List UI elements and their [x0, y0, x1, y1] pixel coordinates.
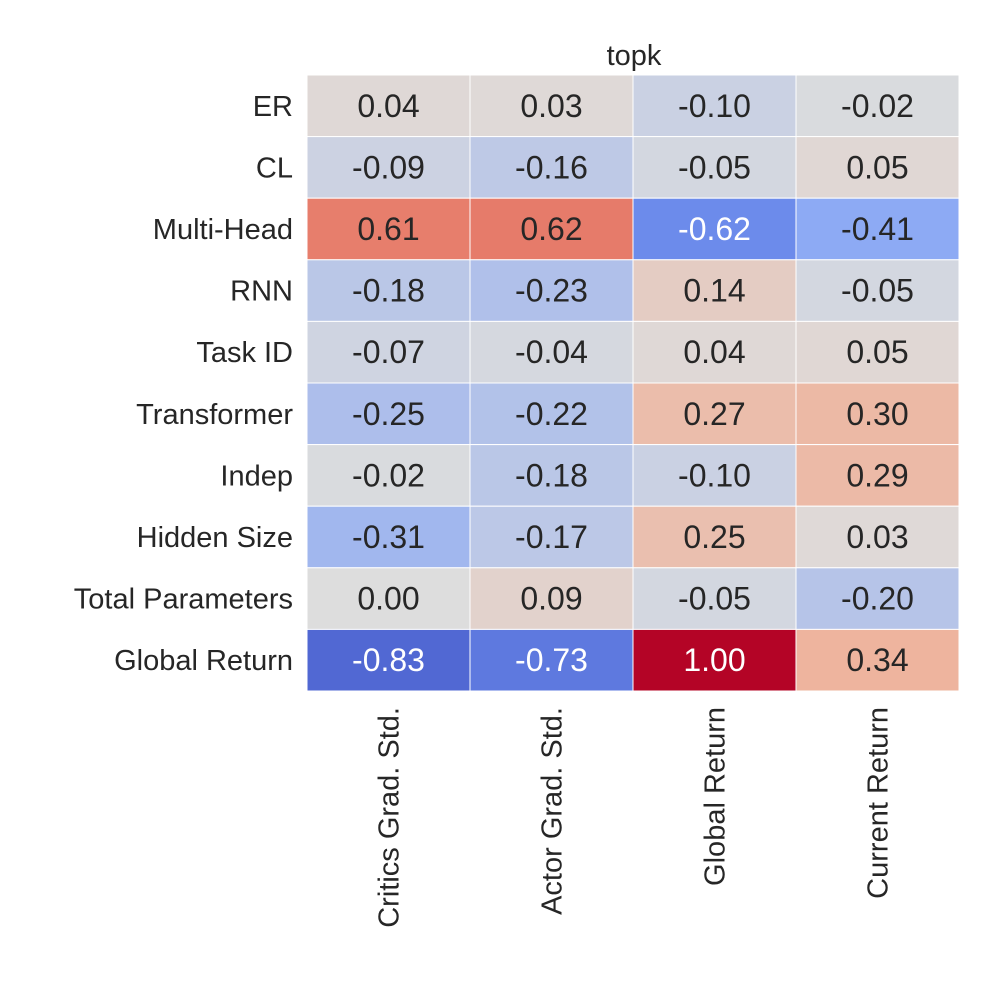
- cell-value-label: 0.03: [846, 519, 908, 555]
- heatmap-cell: [632, 505, 797, 569]
- cell-value-label: -0.05: [678, 149, 751, 185]
- cell-value-label: -0.31: [352, 519, 425, 555]
- heatmap-cell: [632, 320, 797, 384]
- row-tick-label: CL: [256, 152, 293, 184]
- column-tick-label: Critics Grad. Std.: [374, 707, 406, 928]
- cell-value-label: 0.04: [683, 334, 745, 370]
- cell-value-label: 0.03: [520, 88, 582, 124]
- cell-value-label: -0.25: [352, 396, 425, 432]
- heatmap-cell: [632, 567, 797, 630]
- cell-value-label: -0.07: [352, 334, 425, 370]
- row-tick-label: Indep: [220, 460, 293, 492]
- row-tick-label: Global Return: [114, 645, 293, 677]
- cell-value-label: -0.04: [515, 334, 588, 370]
- cell-value-label: -0.05: [841, 273, 914, 309]
- heatmap-cell: [795, 320, 960, 384]
- heatmap-cell: [469, 259, 634, 322]
- heatmap-cell: [306, 320, 471, 384]
- heatmap-cell: [306, 628, 471, 692]
- heatmap-cell: [469, 136, 634, 199]
- cell-value-label: -0.10: [678, 457, 751, 493]
- cell-value-label: 0.34: [846, 642, 908, 678]
- cell-value-label: -0.62: [678, 211, 751, 247]
- cell-value-label: 0.05: [846, 149, 908, 185]
- row-tick-label: ER: [253, 91, 293, 123]
- heatmap-cell: [469, 628, 634, 692]
- cell-value-label: 0.25: [683, 519, 745, 555]
- heatmap-cell: [469, 320, 634, 384]
- column-tick-label: Actor Grad. Std.: [537, 707, 569, 915]
- row-tick-label: Multi-Head: [153, 214, 293, 246]
- cell-value-label: 0.29: [846, 457, 908, 493]
- row-tick-label: Task ID: [196, 337, 293, 369]
- heatmap-cell: [306, 505, 471, 569]
- column-tick-labels: Critics Grad. Std. Actor Grad. Std. Global…: [374, 707, 895, 928]
- heatmap-cell: [632, 259, 797, 322]
- column-tick-label: Global Return: [700, 707, 732, 886]
- heatmap-cell: [306, 259, 471, 322]
- cell-value-label: -0.16: [515, 149, 588, 185]
- heatmap-cell: [795, 567, 960, 630]
- heatmap-cell: [795, 74, 960, 138]
- row-tick-label: Transformer: [136, 399, 293, 431]
- heatmap-cell: [469, 197, 634, 261]
- heatmap-cell: [306, 444, 471, 507]
- cell-value-label: -0.17: [515, 519, 588, 555]
- cell-value-label: 0.14: [683, 273, 745, 309]
- chart-title: topk: [607, 40, 662, 72]
- cell-value-label: -0.18: [352, 273, 425, 309]
- cell-value-label: 0.27: [683, 396, 745, 432]
- heatmap-cell: [469, 74, 634, 138]
- heatmap-cell: [306, 136, 471, 199]
- cell-value-label: -0.22: [515, 396, 588, 432]
- heatmap-cell-labels: 0.04 0.03 -0.10 -0.02 -0.09 -0.16 -0.05 0.05 0.6…: [352, 88, 914, 678]
- cell-value-label: -0.23: [515, 273, 588, 309]
- cell-value-label: 0.05: [846, 334, 908, 370]
- cell-value-label: -0.41: [841, 211, 914, 247]
- cell-value-label: 0.61: [357, 211, 419, 247]
- row-tick-label: Total Parameters: [74, 584, 293, 616]
- heatmap-cell: [795, 444, 960, 507]
- cell-value-label: -0.09: [352, 149, 425, 185]
- heatmap-cell: [632, 628, 797, 692]
- heatmap-cell: [795, 628, 960, 692]
- cell-value-label: 0.00: [357, 581, 419, 617]
- cell-value-label: 0.30: [846, 396, 908, 432]
- heatmap-cell: [795, 382, 960, 446]
- row-tick-labels: ER CL Multi-Head RNN Task ID Transformer Indep…: [74, 91, 294, 677]
- heatmap-cell: [306, 74, 471, 138]
- column-tick-label: Current Return: [863, 707, 895, 899]
- cell-value-label: 1.00: [683, 642, 745, 678]
- cell-value-label: 0.04: [357, 88, 419, 124]
- cell-value-label: 0.09: [520, 581, 582, 617]
- cell-value-label: -0.05: [678, 581, 751, 617]
- cell-value-label: -0.20: [841, 581, 914, 617]
- heatmap-cell: [632, 382, 797, 446]
- row-tick-label: Hidden Size: [137, 522, 293, 554]
- heatmap-cell: [632, 74, 797, 138]
- heatmap-cell: [306, 382, 471, 446]
- cell-value-label: -0.02: [841, 88, 914, 124]
- cell-value-label: -0.83: [352, 642, 425, 678]
- heatmap-cell: [795, 259, 960, 322]
- cell-value-label: 0.62: [520, 211, 582, 247]
- heatmap-cell: [632, 444, 797, 507]
- heatmap-cells: [306, 74, 960, 692]
- heatmap-cell: [469, 382, 634, 446]
- heatmap-cell: [795, 197, 960, 261]
- cell-value-label: -0.73: [515, 642, 588, 678]
- cell-value-label: -0.10: [678, 88, 751, 124]
- heatmap-cell: [795, 136, 960, 199]
- row-tick-label: RNN: [230, 276, 293, 308]
- cell-value-label: -0.18: [515, 457, 588, 493]
- cell-value-label: -0.02: [352, 457, 425, 493]
